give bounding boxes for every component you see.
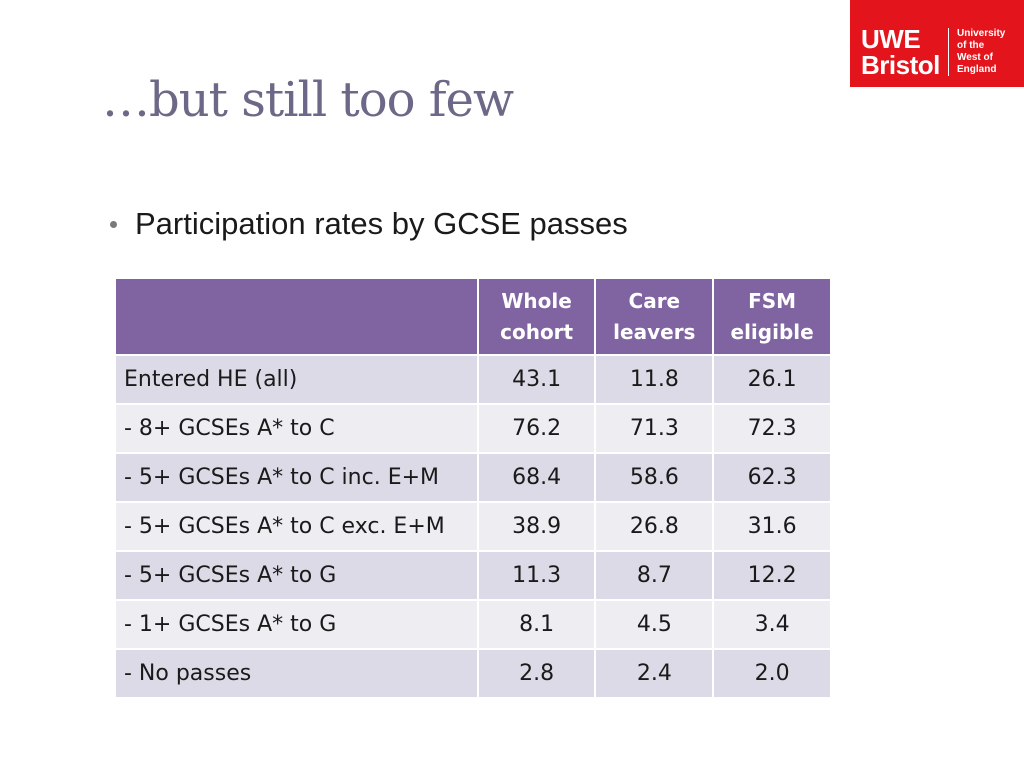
table-header-whole-cohort: Whole cohort [478,279,595,354]
cell-value: 68.4 [478,454,595,501]
cell-value: 3.4 [714,601,830,648]
table-header-blank [116,279,477,354]
participation-table: Whole cohort Care leavers FSM eligible E… [114,277,832,699]
table-header-row: Whole cohort Care leavers FSM eligible [116,279,830,354]
header-line: Care [628,288,681,313]
logo-small-line: England [957,64,997,75]
cell-value: 8.1 [478,601,595,648]
header-line: leavers [613,319,696,344]
table-row: - 5+ GCSEs A* to C exc. E+M 38.9 26.8 31… [116,503,830,550]
bullet-item: Participation rates by GCSE passes [110,206,628,242]
cell-value: 71.3 [596,405,713,452]
cell-value: 38.9 [478,503,595,550]
logo-small-line: of the [957,40,985,51]
cell-value: 31.6 [714,503,830,550]
cell-value: 2.0 [714,650,830,697]
header-line: FSM [748,288,797,313]
cell-value: 11.8 [596,356,713,403]
table-header-fsm-eligible: FSM eligible [714,279,830,354]
cell-value: 43.1 [478,356,595,403]
logo-uwe-text: UWE [861,24,921,54]
logo-small-line: University [957,28,1006,39]
cell-value: 12.2 [714,552,830,599]
cell-value: 26.8 [596,503,713,550]
cell-value: 4.5 [596,601,713,648]
cell-value: 26.1 [714,356,830,403]
cell-value: 62.3 [714,454,830,501]
logo-divider [948,28,949,76]
cell-value: 2.8 [478,650,595,697]
table-row: Entered HE (all) 43.1 11.8 26.1 [116,356,830,403]
table-row: - 1+ GCSEs A* to G 8.1 4.5 3.4 [116,601,830,648]
row-label: - 5+ GCSEs A* to G [116,552,477,599]
table-row: - 5+ GCSEs A* to G 11.3 8.7 12.2 [116,552,830,599]
cell-value: 2.4 [596,650,713,697]
table-row: - 5+ GCSEs A* to C inc. E+M 68.4 58.6 62… [116,454,830,501]
table-row: - No passes 2.8 2.4 2.0 [116,650,830,697]
row-label: - 1+ GCSEs A* to G [116,601,477,648]
row-label: - 5+ GCSEs A* to C inc. E+M [116,454,477,501]
row-label: - 8+ GCSEs A* to C [116,405,477,452]
logo-bristol-text: Bristol [861,50,940,80]
row-label: - No passes [116,650,477,697]
uwe-bristol-logo: UWE Bristol University of the West of En… [850,0,1024,87]
bullet-text: Participation rates by GCSE passes [135,206,628,241]
bullet-dot-icon [110,220,117,228]
header-line: Whole [501,288,572,313]
cell-value: 72.3 [714,405,830,452]
header-line: eligible [730,319,814,344]
table-row: - 8+ GCSEs A* to C 76.2 71.3 72.3 [116,405,830,452]
cell-value: 58.6 [596,454,713,501]
cell-value: 8.7 [596,552,713,599]
slide-title: …but still too few [102,72,514,128]
table-header-care-leavers: Care leavers [596,279,713,354]
cell-value: 11.3 [478,552,595,599]
logo-small-line: West of [957,52,993,63]
header-line: cohort [500,319,574,344]
row-label: - 5+ GCSEs A* to C exc. E+M [116,503,477,550]
cell-value: 76.2 [478,405,595,452]
row-label: Entered HE (all) [116,356,477,403]
